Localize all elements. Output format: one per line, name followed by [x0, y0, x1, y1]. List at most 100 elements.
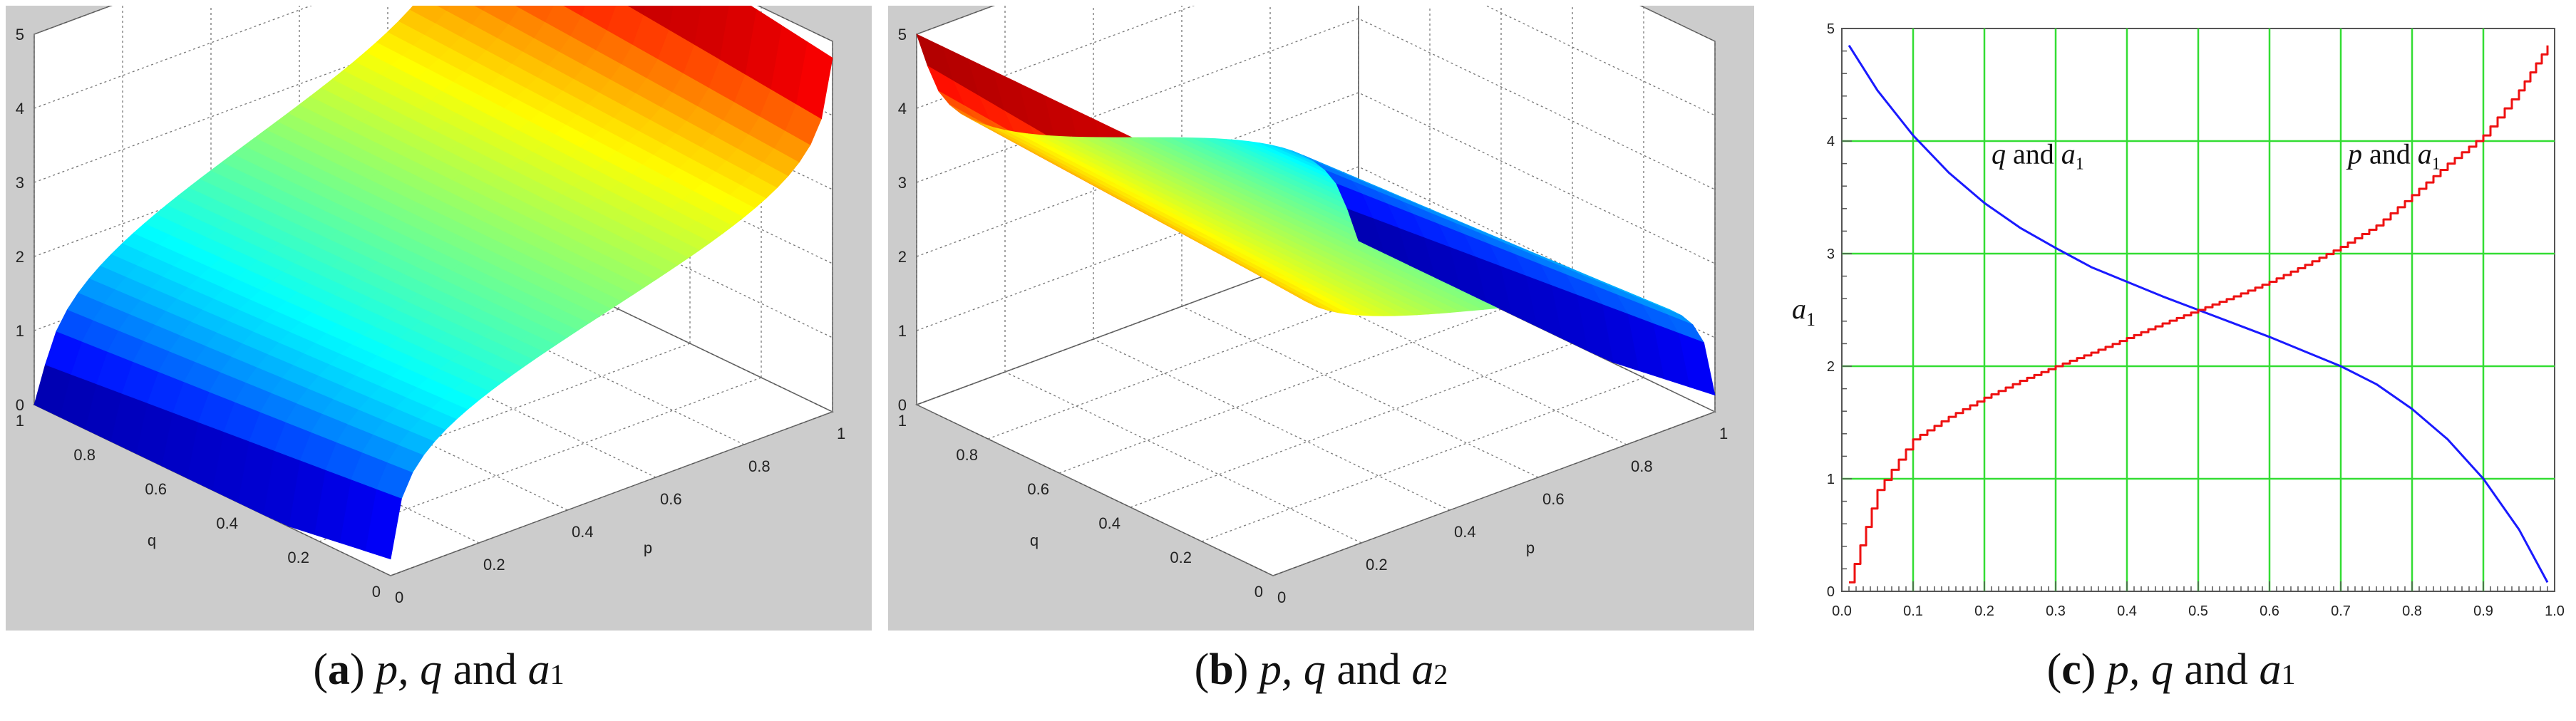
- grid-line: [1004, 371, 1362, 544]
- surface-patch: [544, 6, 582, 36]
- panel-c-chart: 0.0 0.1 0.2 0.3 0.4 0.5 0.6 0.7 0.8 0.9 1.0 0 1 2 3 4 5 a…: [1771, 6, 2572, 640]
- grid-line: [1058, 308, 1502, 474]
- surface: [34, 6, 833, 560]
- x-tick-label: 0: [395, 588, 403, 606]
- x-axis-label: p: [644, 539, 652, 557]
- z-tick-label: 3: [16, 174, 24, 192]
- y-tick-label: 3: [1827, 247, 1835, 262]
- x-tick-label: 0.8: [2402, 603, 2422, 619]
- surface-patch: [1346, 208, 1385, 254]
- z-tick-label: 3: [898, 174, 907, 192]
- grid-line: [916, 404, 1274, 576]
- x-tick-label: 0.7: [2331, 603, 2351, 619]
- grid-line: [987, 274, 1431, 440]
- x-tick-label: 0.2: [1366, 556, 1388, 574]
- y-tick-label: 1: [16, 412, 24, 430]
- z-tick-label: 5: [898, 26, 907, 43]
- x-tick-label: 0.2: [483, 556, 505, 574]
- surface-patch: [627, 6, 646, 16]
- grid-line: [390, 411, 833, 576]
- surface: [916, 33, 1716, 396]
- x-tick-label: 0.3: [2046, 603, 2066, 619]
- x-tick-label: 0.4: [2117, 603, 2137, 619]
- y-tick-label: 0.8: [73, 446, 96, 464]
- y-tick-label: 0.6: [145, 480, 167, 498]
- y-tick-label: 0: [1254, 583, 1263, 601]
- x-tick-label: 1.0: [2545, 603, 2565, 619]
- y-tick-label: 1: [898, 412, 907, 430]
- annotation-0: q and a1: [1992, 138, 2084, 174]
- grid-line: [1272, 411, 1716, 576]
- y-axis-label: q: [1030, 531, 1039, 549]
- surface-patch: [515, 6, 521, 9]
- x-tick-label: 0.4: [1454, 523, 1476, 541]
- series-line-1: [1849, 45, 2549, 583]
- x-tick-label: 0.0: [1832, 603, 1852, 619]
- x-tick-label: 0: [1277, 588, 1286, 606]
- y-tick-label: 2: [1827, 359, 1835, 375]
- surface-patch: [719, 6, 757, 75]
- y-tick-label: 0: [1827, 584, 1835, 600]
- grid-line: [916, 18, 1716, 190]
- caption-c: (c) p, q and a1: [2046, 645, 2296, 694]
- caption-a: (a) p, q and a1: [313, 645, 565, 694]
- x-tick-label: 0.8: [748, 457, 771, 475]
- y-tick-label: 0.2: [1170, 549, 1192, 566]
- y-axis-label: a1: [1792, 293, 1815, 330]
- caption-b: (b) p, q and a2: [1194, 645, 1448, 694]
- surface-patch: [581, 6, 617, 31]
- x-tick-label: 0.1: [1903, 603, 1923, 619]
- z-tick-label: 2: [898, 248, 907, 266]
- x-axis-label: p: [1526, 539, 1535, 557]
- z-tick-label: 5: [16, 26, 24, 43]
- z-tick-label: 4: [898, 100, 907, 118]
- z-tick-label: 2: [16, 248, 24, 266]
- y-tick-label: 4: [1827, 134, 1835, 150]
- y-tick-label: 0.2: [287, 549, 309, 566]
- surface-patch: [694, 6, 729, 60]
- grid-line: [916, 92, 1716, 264]
- grid-line: [34, 166, 833, 338]
- grid-line: [916, 240, 1359, 405]
- z-tick-label: 1: [16, 322, 24, 340]
- grid-line: [1201, 377, 1644, 542]
- y-tick-label: 5: [1827, 21, 1835, 37]
- grid-line: [1130, 343, 1573, 508]
- surface-patch: [643, 6, 674, 30]
- grid-line: [319, 377, 762, 542]
- x-tick-label: 0.6: [2260, 603, 2279, 619]
- y-tick-label: 0.6: [1027, 480, 1049, 498]
- grid-lines: [1842, 28, 2555, 591]
- x-tick-label: 0.9: [2473, 603, 2493, 619]
- minor-ticks: [1841, 28, 2555, 592]
- y-tick-label: 0.8: [956, 446, 978, 464]
- annotation-1: p and a1: [2346, 138, 2441, 174]
- surface-patch: [474, 6, 486, 11]
- surface-patch: [437, 6, 450, 11]
- z-tick-label: 4: [16, 100, 24, 118]
- z-tick-label: 1: [898, 322, 907, 340]
- surface-patch: [563, 6, 585, 16]
- surface-patch: [409, 6, 447, 24]
- y-tick-label: 0.4: [216, 514, 238, 532]
- surface-patch: [519, 6, 554, 22]
- grid-line: [1093, 338, 1451, 511]
- surface-patch: [606, 6, 644, 45]
- grid-line: [1181, 306, 1539, 478]
- x-tick-label: 0.6: [660, 490, 682, 508]
- x-tick-label: 0.5: [2188, 603, 2208, 619]
- surface-patch: [482, 6, 520, 25]
- x-tick-label: 1: [1719, 425, 1728, 442]
- surface-patch: [668, 6, 701, 45]
- x-tick-label: 0.4: [572, 523, 594, 541]
- z-tick-label: 0: [898, 396, 907, 414]
- surface-patch: [445, 6, 484, 25]
- y-tick-label: 0.4: [1098, 514, 1120, 532]
- line-chart-c: 0.0 0.1 0.2 0.3 0.4 0.5 0.6 0.7 0.8 0.9 1.0 0 1 2 3 4 5 a…: [1792, 21, 2565, 619]
